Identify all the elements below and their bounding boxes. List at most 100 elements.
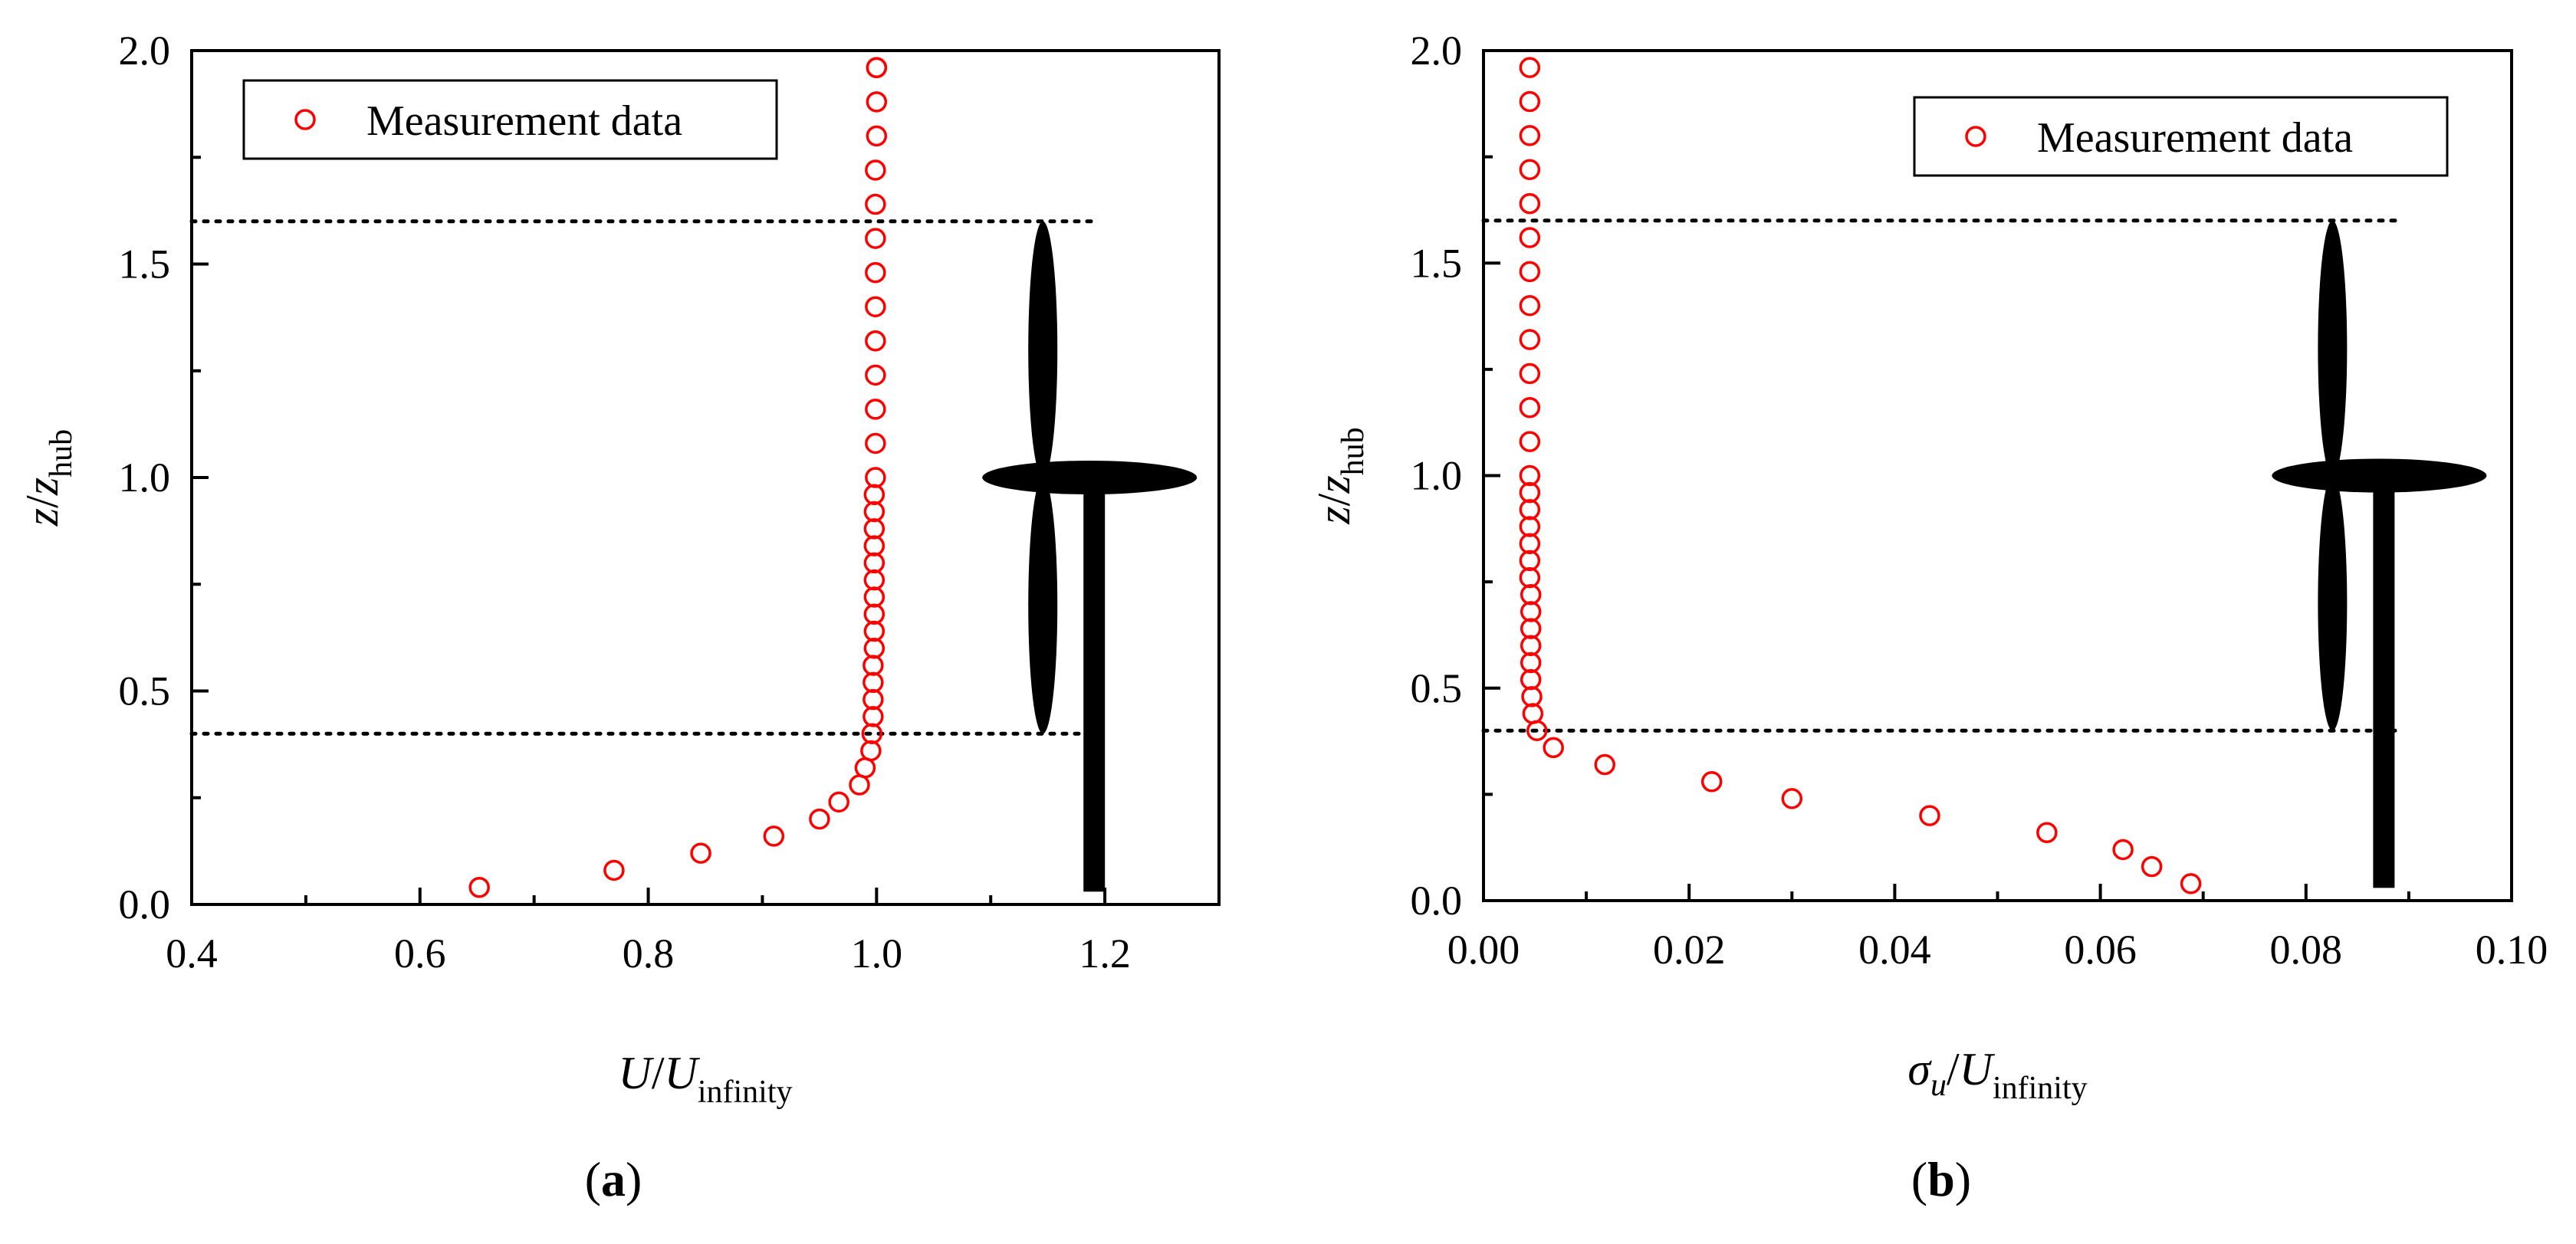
data-point [1519,397,1541,418]
data-point [1522,703,1544,724]
turbine-tower [2373,475,2395,888]
legend-box [242,79,778,160]
wind-turbine-icon [982,221,1198,892]
turbine-blade-lower [1028,478,1058,734]
data-point [865,467,886,488]
data-point [863,603,886,625]
y-axis-title: z/zhub [1309,427,1371,524]
panel-label: (a) [585,1152,642,1206]
panel-label: (b) [1911,1152,1971,1206]
legend-marker [1965,126,1986,147]
data-point [865,261,886,284]
data-point [866,57,888,79]
data-point [863,518,886,540]
data-point [865,193,886,215]
y-tick-label: 0.0 [1411,878,1463,924]
data-point [1520,668,1542,691]
data-point [1519,566,1541,589]
data-point [849,774,870,796]
data-point [863,501,886,523]
legend-box [1913,96,2449,177]
y-tick-label: 2.0 [119,28,171,74]
x-tick-label: 0.00 [1447,927,1520,973]
data-point [865,228,886,249]
data-point [1519,550,1541,572]
data-point [1519,481,1541,504]
data-point [603,859,625,881]
x-axis-title: σu/Uinfinity [1907,1044,2087,1106]
legend-label: Measurement data [366,97,682,145]
turbine-blade-upper [2318,220,2348,476]
data-point [863,620,886,642]
turbine-tower [1083,478,1106,892]
y-tick-label: 2.0 [1411,28,1463,74]
data-point [1519,90,1541,113]
data-point [828,791,849,813]
legend-marker [294,109,316,130]
data-point [863,552,886,574]
data-point [865,399,886,420]
data-point [865,432,886,455]
data-point [866,91,888,113]
data-point [1520,635,1542,657]
x-tick-label: 0.4 [166,931,218,976]
data-point [1594,753,1615,776]
data-point [863,569,886,591]
data-point [865,159,886,181]
data-point [1520,584,1542,606]
data-point [1519,431,1541,452]
data-point [2036,822,2058,844]
data-point [1519,57,1541,78]
data-point [690,842,711,864]
data-point [863,688,884,711]
y-axis-title: z/zhub [17,429,79,527]
data-point [468,876,490,898]
turbine-blade-upper [1028,221,1058,478]
legend-label: Measurement data [2037,114,2353,162]
x-tick-label: 0.8 [623,931,675,976]
data-point [2112,839,2134,861]
turbine-nacelle [2272,458,2487,493]
x-tick-label: 0.04 [1858,927,1931,973]
y-tick-label: 1.5 [119,241,171,287]
panel-b: 0.00 0.02 0.04 0.06 0.08 0.10 0.0 0.5 1.0 1.5 2.0 M… [1309,28,2548,1206]
data-point [1519,192,1541,215]
data-point [863,655,884,676]
data-point [866,125,888,147]
data-point [1519,329,1541,350]
data-point [1519,363,1541,385]
data-point [865,364,886,386]
data-point [1700,770,1723,793]
x-axis-title: U/Uinfinity [618,1048,792,1110]
y-tick-label: 1.5 [1411,240,1463,286]
data-point [2141,855,2163,878]
data-point [865,296,886,317]
data-point [1520,652,1542,674]
y-tick-label: 0.0 [119,881,171,927]
x-tick-label: 0.6 [394,931,446,976]
data-point [2180,873,2202,894]
data-point [1519,533,1541,554]
turbine-nacelle [982,461,1198,494]
x-tick-label: 1.2 [1079,931,1131,976]
data-point [863,671,884,694]
data-point [1919,805,1940,826]
data-point [1781,788,1803,809]
y-tick-label: 1.0 [119,455,171,501]
data-point [854,757,876,779]
data-point [1519,227,1541,248]
data-point [860,740,882,762]
data-point [1519,261,1541,283]
data-point [1543,737,1564,759]
data-point [865,330,886,352]
data-point [809,808,830,830]
data-point [1520,601,1542,622]
data-point [1519,294,1541,317]
data-point [863,706,884,727]
data-point [1520,618,1542,639]
data-point [763,826,785,847]
turbine-blade-lower [2318,475,2348,731]
data-point [863,484,886,506]
data-point [863,535,886,556]
